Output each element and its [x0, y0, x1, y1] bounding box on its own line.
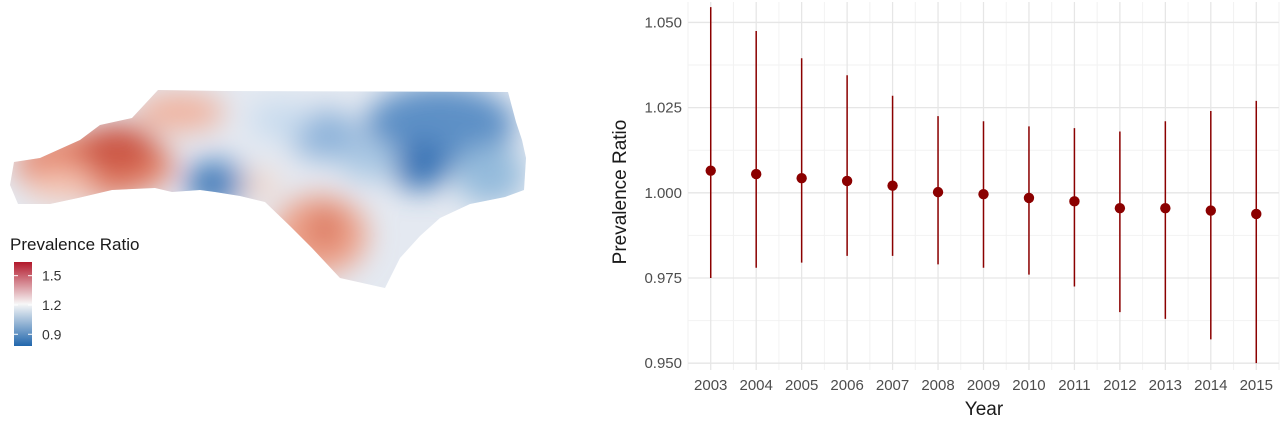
data-points: [705, 165, 1262, 220]
data-point: [1251, 208, 1262, 220]
legend-tick-label: 1.5: [42, 268, 62, 284]
x-tick-label: 2010: [1012, 377, 1045, 394]
x-tick-label: 2015: [1240, 377, 1273, 394]
y-axis-title: Prevalence Ratio: [610, 120, 631, 265]
x-tick-label: 2003: [694, 377, 727, 394]
x-tick-label: 2007: [876, 377, 909, 394]
data-point: [1023, 192, 1035, 204]
x-tick-label: 2013: [1149, 377, 1182, 394]
y-tick-label: 0.950: [644, 355, 682, 372]
data-point: [841, 175, 853, 187]
x-axis-title: Year: [965, 399, 1004, 420]
x-tick-label: 2005: [785, 377, 818, 394]
data-point: [1069, 196, 1080, 207]
legend-color-bar: [14, 262, 32, 346]
y-tick-label: 1.050: [644, 14, 682, 31]
data-point: [978, 188, 989, 200]
legend-ticks: 1.5 1.2 0.9: [14, 268, 62, 342]
x-tick-label: 2006: [830, 377, 863, 394]
legend-title: Prevalence Ratio: [10, 235, 139, 254]
x-axis-ticks: 2003 2004 2005 2006 2007 2008 2009 2010 2011 2012…: [694, 377, 1273, 394]
data-point: [705, 165, 716, 176]
data-point: [1114, 202, 1126, 214]
x-tick-label: 2009: [967, 377, 1000, 394]
x-tick-label: 2011: [1058, 377, 1090, 394]
legend-tick-label: 0.9: [42, 326, 62, 342]
x-tick-label: 2008: [921, 377, 954, 394]
data-point: [750, 168, 762, 180]
y-tick-label: 1.000: [644, 185, 682, 202]
x-tick-label: 2004: [740, 377, 773, 394]
legend-tick-label: 1.2: [42, 297, 62, 313]
choropleth-map-panel: Prevalence Ratio 1.5 1.2 0.9: [10, 90, 526, 346]
y-axis-ticks: 0.950 0.975 1.000 1.025 1.050: [644, 14, 682, 372]
data-point: [932, 186, 944, 198]
y-tick-label: 0.975: [644, 270, 682, 287]
y-tick-label: 1.025: [644, 100, 682, 117]
data-point: [1205, 205, 1217, 216]
x-tick-label: 2012: [1103, 377, 1136, 394]
data-point: [887, 180, 898, 191]
data-point: [796, 172, 807, 184]
x-tick-label: 2014: [1194, 377, 1227, 394]
north-carolina-map: [10, 90, 526, 288]
data-point: [1160, 202, 1171, 214]
